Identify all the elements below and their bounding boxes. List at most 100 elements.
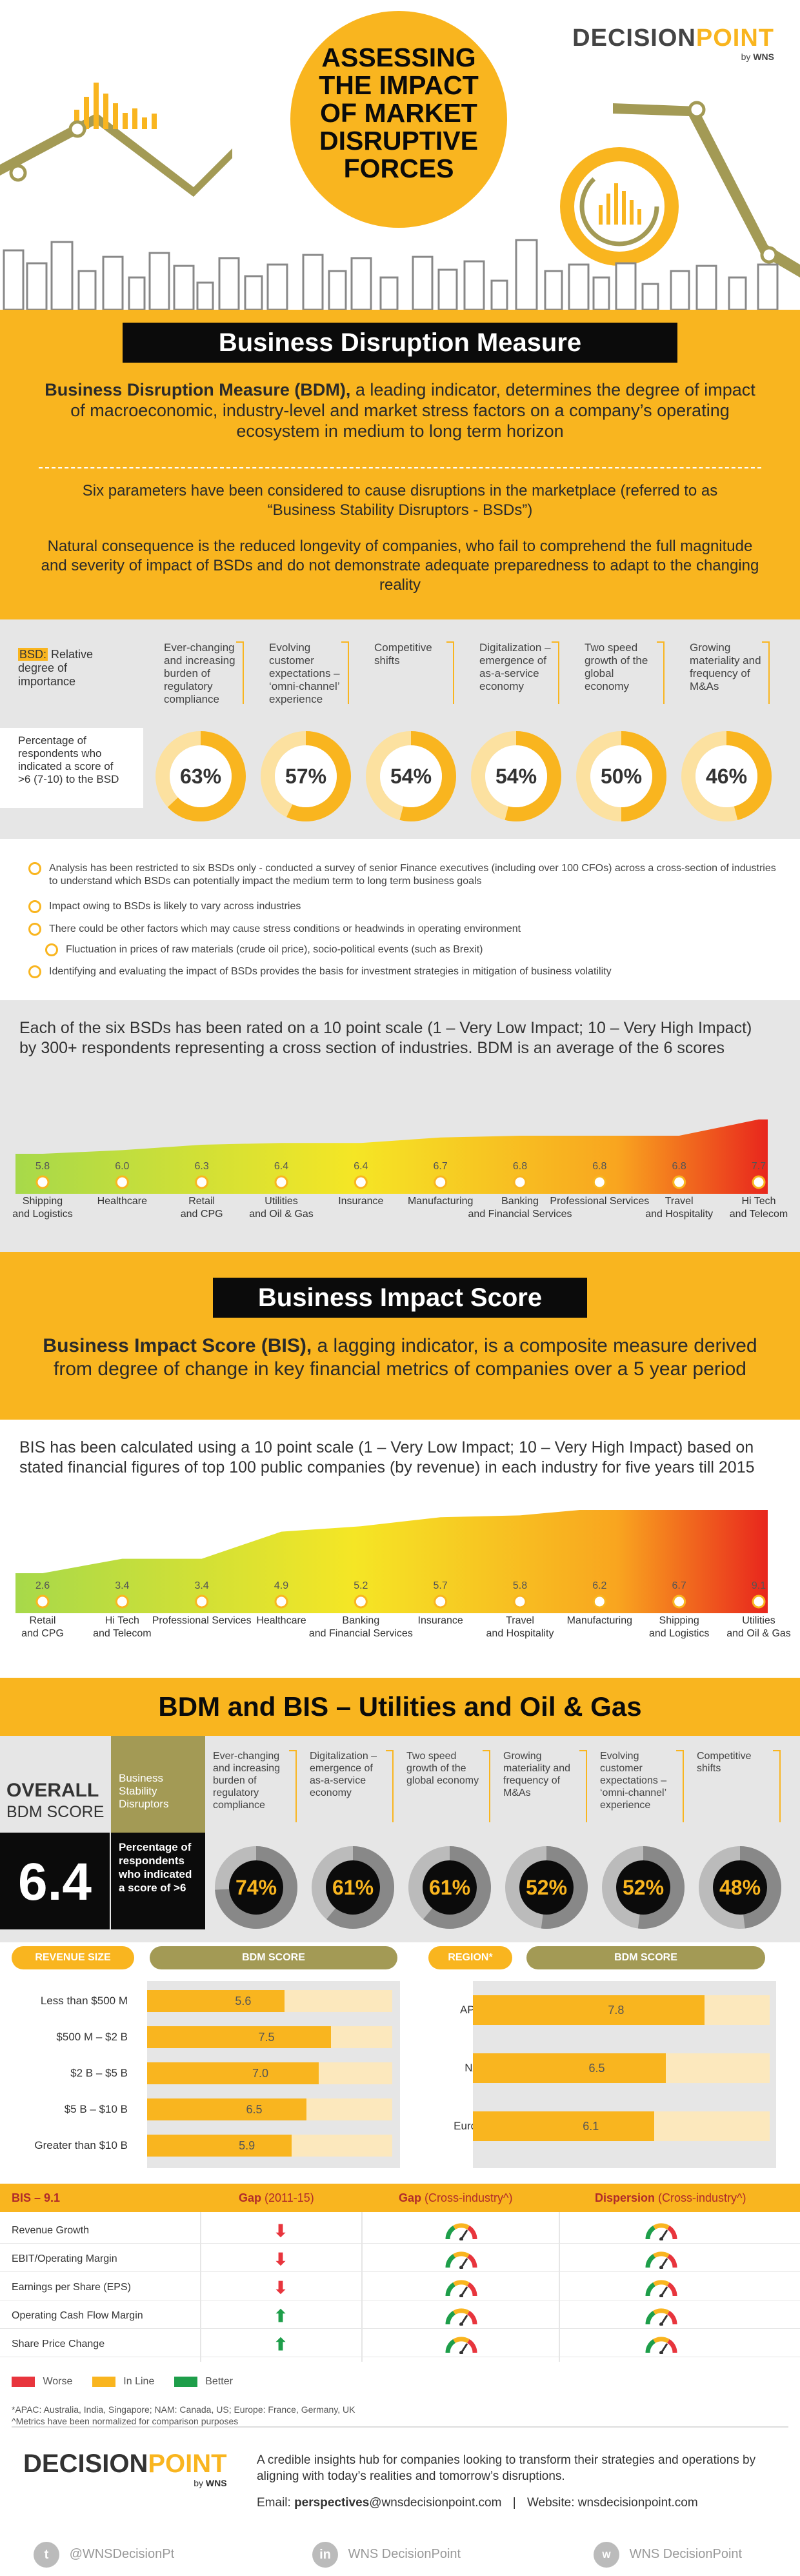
area-fill	[15, 1119, 768, 1194]
table-col-divider	[559, 2212, 560, 2362]
table-col-3-main: Dispersion	[595, 2191, 655, 2204]
bsd-label-rest: Relative degree of importance	[18, 648, 94, 688]
data-point	[752, 1175, 766, 1189]
gauge-icon	[645, 2336, 677, 2355]
util-banner: BDM and BIS – Utilities and Oil & Gas	[158, 1691, 642, 1722]
table-row-label: EBIT/Operating Margin	[12, 2253, 117, 2264]
bar	[473, 1995, 705, 2025]
social-linkedin[interactable]: in WNS DecisionPoint	[312, 2541, 461, 2568]
region-pill: REGION*	[428, 1946, 512, 1969]
pct-value: 48%	[719, 1876, 761, 1899]
revenue-size-pill: REVENUE SIZE	[12, 1946, 134, 1969]
category-label: Healthcare	[97, 1196, 147, 1207]
data-point	[274, 1595, 288, 1609]
table-col-2-sub: (Cross-industry^)	[421, 2191, 513, 2204]
donut-center	[590, 745, 652, 807]
util-bsd-callout: Two speed growth of the global economy	[406, 1750, 490, 1822]
brand-name-accent: POINT	[695, 25, 774, 52]
bar	[147, 2098, 306, 2120]
area-fill	[15, 1510, 768, 1613]
bis-table-section: BIS – 9.1 Gap (2011-15) Gap (Cross-indus…	[0, 2175, 800, 2426]
data-label: 6.4	[274, 1161, 288, 1172]
pct-value: 74%	[235, 1876, 277, 1899]
donut-center	[326, 1860, 380, 1915]
footer-logo-accent: POINT	[148, 2450, 227, 2478]
bis-calc-text: BIS has been calculated using a 10 point…	[19, 1438, 755, 1476]
bullet-text: Identifying and evaluating the impact of…	[49, 966, 612, 977]
bullet-text: Impact owing to BSDs is likely to vary a…	[49, 901, 301, 912]
bullet-item: Analysis has been restricted to six BSDs…	[28, 862, 777, 888]
bsd-callout: Growing materiality and frequency of M&A…	[690, 641, 770, 704]
table-col-2-main: Gap	[399, 2191, 422, 2204]
social-label: @WNSDecisionPt	[69, 2547, 175, 2561]
pct-donut: 52%	[503, 1844, 590, 1931]
bullet-item: Identifying and evaluating the impact of…	[28, 965, 777, 978]
contact-separator: |	[512, 2496, 516, 2510]
category-label: Utilities and Oil & Gas	[249, 1196, 314, 1220]
table-row-label: Earnings per Share (EPS)	[12, 2282, 131, 2293]
donut-arc	[366, 731, 456, 821]
footer-section: DECISIONPOINT by WNS A credible insights…	[0, 2426, 800, 2576]
data-label: 5.2	[354, 1580, 368, 1591]
arrow-up-icon: ⬆	[274, 2306, 288, 2326]
category-label: Insurance	[418, 1615, 463, 1626]
data-point	[115, 1175, 129, 1189]
bar-track: 5.6	[147, 1990, 392, 2012]
data-point	[672, 1175, 686, 1189]
pct-value: 52%	[525, 1876, 568, 1899]
brand-company: WNS	[753, 52, 774, 62]
hero-section: DECISIONPOINT by WNS ASSESSIN	[0, 0, 800, 310]
util-bsd-label: Evolving customer expectations – ‘omni-c…	[600, 1751, 667, 1811]
legend-worse-swatch	[12, 2376, 35, 2387]
category-label: Insurance	[338, 1196, 383, 1207]
donut-arc	[681, 731, 772, 821]
gauge-icon	[445, 2308, 477, 2326]
category-label: Manufacturing	[408, 1196, 473, 1207]
data-label: 5.8	[513, 1580, 527, 1591]
donut-arc	[215, 1846, 297, 1929]
data-point	[195, 1595, 209, 1609]
brand-by: by	[741, 52, 751, 62]
table-title: BIS – 9.1	[12, 2191, 61, 2204]
footer-tagline: A credible insights hub for companies lo…	[257, 2453, 756, 2483]
data-point	[592, 1175, 606, 1189]
table-col-divider	[200, 2212, 201, 2362]
data-label: 6.7	[672, 1580, 686, 1591]
brand-logo[interactable]: DECISIONPOINT by WNS	[572, 25, 774, 62]
bar-track: 6.5	[473, 2053, 770, 2083]
linkedin-icon: in	[312, 2541, 338, 2568]
category-label: Retail and CPG	[21, 1615, 64, 1639]
data-label: 6.7	[434, 1161, 448, 1172]
bar-value-label: 6.5	[246, 2103, 263, 2116]
data-point	[434, 1175, 448, 1189]
hero-title-line-2: THE IMPACT	[319, 70, 479, 100]
util-bsd-callout: Growing materiality and frequency of M&A…	[503, 1750, 587, 1822]
data-label: 2.6	[35, 1580, 50, 1591]
data-label: 6.8	[513, 1161, 527, 1172]
hero-title-line-4: DISRUPTIVE	[319, 126, 479, 156]
footer-contact: Email: perspectives@wnsdecisionpoint.com…	[257, 2496, 698, 2510]
data-label: 6.4	[354, 1161, 368, 1172]
footer-logo[interactable]: DECISIONPOINT by WNS	[23, 2450, 227, 2488]
data-label: 5.8	[35, 1161, 50, 1172]
bsd-section: BSD: Relative degree of importance Perce…	[0, 619, 800, 839]
data-label: 3.4	[195, 1580, 209, 1591]
hero-illustration	[0, 11, 800, 310]
category-label: Professional Services	[152, 1615, 252, 1626]
category-label: Shipping and Logistics	[649, 1615, 709, 1639]
bdm-intro-bold: Business Disruption Measure (BDM),	[45, 380, 351, 399]
bsd-callout: Digitalization – emergence of as-a-servi…	[479, 641, 559, 704]
email-link[interactable]: perspectives@wnsdecisionpoint.com	[294, 2496, 501, 2510]
website-link[interactable]: wnsdecisionpoint.com	[577, 2496, 698, 2510]
bar-value-label: 7.8	[608, 2004, 625, 2017]
gauge-icon	[445, 2251, 477, 2269]
donut-center	[170, 745, 232, 807]
pct-donut: 50%	[574, 729, 668, 823]
bar	[147, 2062, 319, 2084]
bsd-head-box	[111, 1736, 205, 1833]
social-twitter[interactable]: t @WNSDecisionPt	[34, 2541, 175, 2568]
social-wns[interactable]: W WNS DecisionPoint	[594, 2541, 742, 2568]
bar	[473, 2053, 666, 2083]
data-label: 6.8	[672, 1161, 686, 1172]
bullet-icon	[28, 965, 41, 978]
